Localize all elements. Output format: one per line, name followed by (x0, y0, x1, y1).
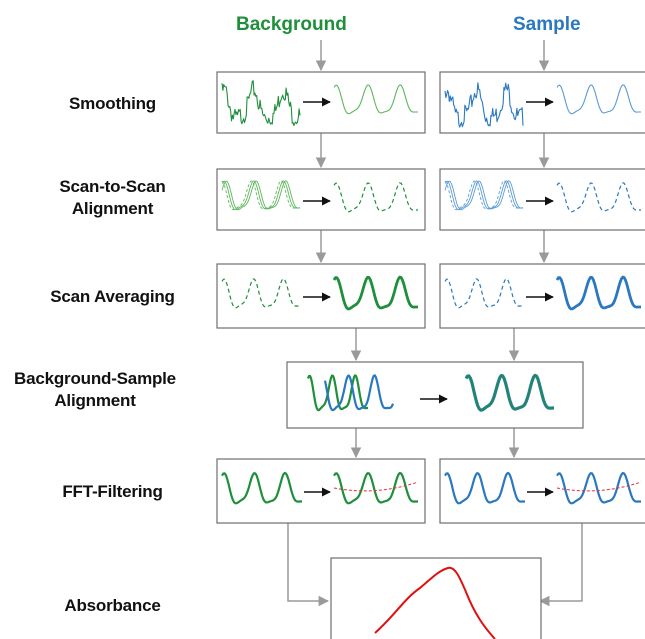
step-label-line: Background-Sample (14, 369, 176, 388)
fft-sample-box (439, 458, 645, 524)
absorbance-curve (374, 566, 496, 639)
sample-spectrum-trace (323, 374, 395, 412)
step-label-absorbance: Absorbance (64, 596, 161, 615)
step-label-background-sample-alignment: Background-Sample Alignment (0, 368, 190, 412)
averaged-spectrum-trace (332, 275, 418, 311)
wave-plots (221, 80, 642, 639)
step-label-fft-filtering: FFT-Filtering (62, 482, 163, 501)
averaged-spectrum-trace (555, 275, 641, 311)
aligned-scans-trace (556, 182, 641, 213)
scan-trace (444, 180, 523, 211)
scan-trace (221, 180, 300, 211)
step-label-smoothing: Smoothing (69, 94, 156, 113)
baseline-curve (333, 481, 419, 492)
connector-arrow (287, 523, 330, 607)
alignment-sample-box (439, 168, 645, 231)
scan-trace (444, 180, 524, 211)
smoothed-spectrum-trace (556, 84, 641, 115)
scan-trace (221, 180, 301, 211)
baseline-curve (556, 481, 642, 492)
averaged-spectrum-trace (221, 471, 302, 505)
step-label-line: Alignment (54, 391, 136, 410)
step-label-line: Scan-to-Scan (59, 177, 166, 196)
connector-arrow (538, 523, 583, 607)
aligned-scans-trace (333, 182, 418, 213)
raw-spectrum-trace (221, 80, 301, 127)
background-spectrum-trace (306, 374, 369, 412)
averaging-background-box (216, 263, 426, 329)
averaged-spectrum-trace (444, 471, 525, 505)
filtered-spectrum-trace (556, 471, 641, 505)
background-column-header: Background (236, 14, 347, 35)
sample-column-header: Sample (513, 14, 581, 35)
raw-spectrum-trace (444, 82, 524, 128)
fft-background-box (216, 458, 426, 524)
aligned-scans-trace (444, 278, 523, 309)
connectors (287, 40, 583, 607)
step-label-scan-to-scan-alignment: Scan-to-Scan Alignment (20, 176, 205, 220)
scan-trace (221, 180, 301, 211)
aligned-background-trace (465, 374, 554, 411)
step-label-line: Alignment (71, 199, 154, 218)
alignment-background-box (216, 168, 426, 231)
bg-sample-alignment-box (286, 361, 584, 429)
aligned-scans-trace (221, 278, 300, 309)
step-label-scan-averaging: Scan Averaging (50, 287, 175, 306)
filtered-spectrum-trace (333, 471, 418, 505)
scan-trace (444, 180, 524, 211)
smoothed-spectrum-trace (333, 84, 418, 115)
absorbance-box (330, 557, 542, 639)
averaging-sample-box (439, 263, 645, 329)
